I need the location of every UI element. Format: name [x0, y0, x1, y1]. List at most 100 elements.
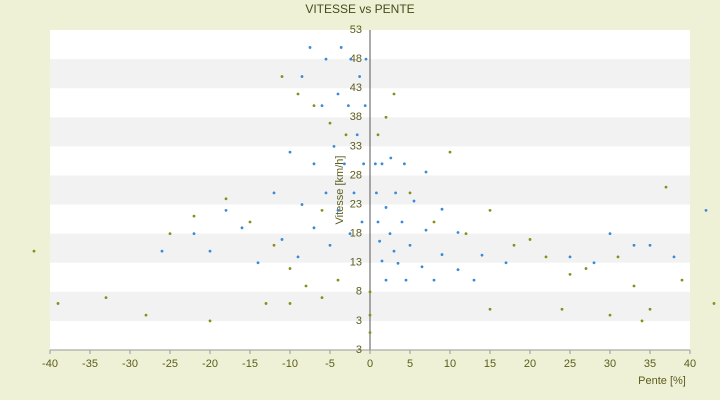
point [568, 272, 572, 276]
point [272, 191, 276, 195]
point [272, 243, 276, 247]
point [320, 208, 324, 212]
x-tick-label: -5 [325, 358, 335, 370]
point [488, 208, 492, 212]
point [544, 255, 548, 259]
point [248, 220, 252, 224]
point [472, 278, 476, 282]
point [320, 296, 324, 300]
point [280, 75, 284, 78]
point [648, 243, 652, 247]
y-tick-label: 8 [356, 286, 362, 298]
point [328, 121, 332, 125]
point [288, 267, 292, 270]
point [168, 232, 172, 236]
point [192, 214, 196, 218]
point [312, 226, 316, 230]
y-tick-label: 53 [350, 24, 362, 36]
point [368, 331, 372, 334]
point [616, 255, 620, 259]
point [308, 46, 312, 49]
point [640, 319, 644, 323]
x-tick-label: 35 [644, 358, 656, 370]
y-tick-label: 28 [350, 169, 362, 181]
point [378, 239, 381, 243]
point [208, 319, 212, 323]
point [32, 249, 36, 253]
point [300, 75, 304, 78]
point [240, 226, 244, 230]
point [592, 261, 596, 265]
x-tick-label: 5 [407, 358, 413, 370]
point [355, 133, 359, 137]
point [392, 92, 396, 96]
y-tick-label: 3 [356, 344, 362, 356]
point [324, 191, 328, 195]
point [424, 170, 428, 174]
point [440, 253, 444, 256]
point [560, 307, 564, 311]
point [376, 133, 380, 137]
point [373, 162, 377, 166]
x-tick-label: 10 [444, 358, 456, 370]
point [328, 243, 332, 247]
point [208, 249, 212, 253]
x-tick-label: -15 [242, 358, 258, 370]
point [704, 208, 708, 212]
point [224, 208, 228, 212]
point [400, 220, 404, 224]
point [324, 57, 328, 61]
point [300, 203, 304, 206]
point [104, 296, 108, 300]
y-axis-label: Vitesse [km/h] [334, 156, 346, 225]
point [403, 162, 406, 166]
point [358, 75, 361, 78]
point [412, 199, 416, 203]
point [348, 232, 352, 236]
x-tick-label: -10 [282, 358, 298, 370]
point [347, 104, 350, 108]
x-tick-label: 40 [684, 358, 696, 370]
point [144, 313, 148, 317]
point [336, 208, 340, 212]
point [280, 238, 284, 241]
y-tick-label: 33 [350, 140, 362, 152]
point [296, 255, 300, 259]
point [312, 162, 316, 166]
point [456, 268, 460, 272]
point [312, 104, 316, 108]
point [349, 57, 353, 61]
y-tick-label: 18 [350, 228, 362, 240]
point [360, 220, 364, 224]
point [296, 92, 300, 96]
point [584, 267, 588, 270]
point [320, 104, 324, 108]
y-tick-label: 43 [350, 82, 362, 94]
point [396, 261, 400, 265]
point [160, 249, 164, 253]
x-axis-label: Pente [%] [638, 375, 686, 387]
point [664, 185, 668, 189]
point [332, 144, 336, 148]
point [680, 278, 684, 282]
y-tick-label: 23 [350, 198, 362, 210]
x-tick-label: 30 [604, 358, 616, 370]
point [608, 313, 612, 317]
point [256, 261, 260, 265]
point [632, 243, 636, 247]
point [512, 243, 516, 247]
y-tick-label: 3 [356, 315, 362, 327]
point [336, 278, 340, 282]
point [288, 302, 292, 305]
y-tick-label: 38 [350, 111, 362, 123]
point [672, 255, 676, 259]
point [404, 278, 408, 282]
point [394, 191, 397, 195]
point [380, 162, 384, 166]
point [364, 57, 368, 61]
x-tick-label: -30 [122, 358, 138, 370]
point [384, 115, 388, 119]
x-tick-label: -40 [42, 358, 58, 370]
x-tick-label: -25 [162, 358, 178, 370]
